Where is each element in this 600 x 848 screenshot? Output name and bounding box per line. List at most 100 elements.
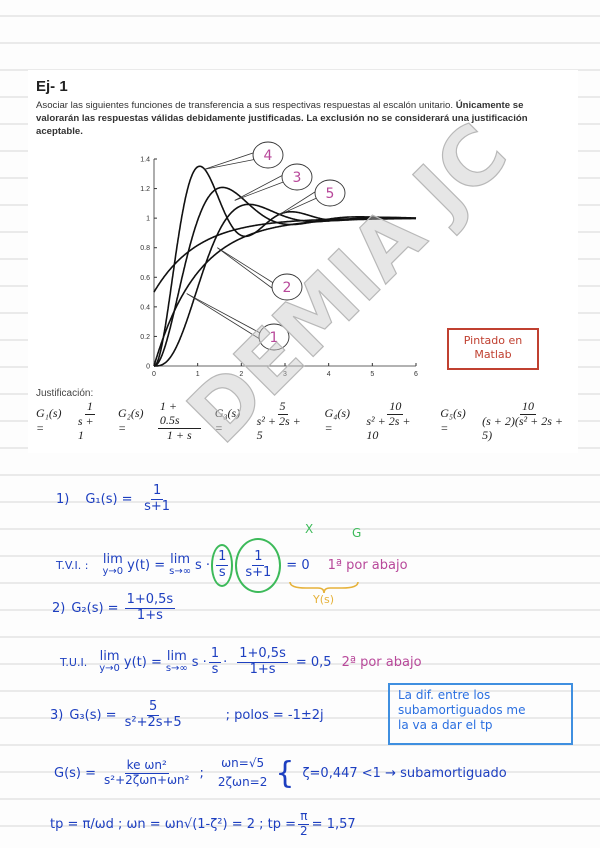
y-tick-label: 0.8	[140, 245, 150, 252]
brace: {	[275, 755, 295, 791]
callout-line	[278, 196, 320, 216]
numerator: 10	[387, 399, 404, 415]
callout-label-3: 3	[293, 170, 302, 186]
yt: y(t) =	[123, 654, 162, 670]
y-tick-label: 0.6	[140, 275, 150, 282]
justification-label: Justificación:	[36, 388, 94, 399]
g3-label: G₃(s) =	[69, 707, 117, 723]
g-label: G	[352, 526, 362, 540]
tvi-label: T.V.I. :	[56, 558, 89, 572]
matlab-note-line: Pintado en	[463, 334, 523, 347]
denominator: s	[218, 564, 226, 580]
limit: lim y→0	[102, 553, 123, 577]
fraction: 1+0,5s 1+s	[124, 592, 176, 624]
y-tick-label: 0.2	[140, 334, 150, 341]
limit: lim y→0	[99, 650, 120, 674]
note-g1: 1) G₁(s) = 1 s+1	[56, 483, 182, 515]
numerator: 1+0,5s	[124, 592, 176, 609]
numerator: ke ωn²	[124, 757, 169, 774]
zwn: 2ζωn=2	[217, 775, 268, 790]
callout-label-2: 2	[283, 280, 292, 296]
numerator: 1+0,5s	[237, 646, 288, 663]
poles: ; polos = -1±2j	[225, 707, 324, 723]
callout-label-1: 1	[270, 330, 279, 346]
g2-label: G₂(s) =	[71, 600, 119, 616]
denominator: s²+2s+5	[124, 714, 182, 730]
numerator: 1	[208, 646, 222, 663]
step-response-chart: 0 1 2 3 4 5 6 0 0.2 0.4 0.6 0.8 1 1.2 1.4 1 2 3 4 5	[140, 141, 418, 378]
wn-system: ωn=√5 2ζωn=2	[218, 754, 268, 792]
g-circled-fraction: 1 s+1	[235, 538, 282, 593]
fraction: 1 s+1	[135, 483, 180, 515]
callout-circle	[258, 323, 290, 351]
note-second-order: G(s) = ke ωn² s²+2ζωn+ωn² ; ωn=√5 2ζωn=2 {…	[54, 754, 507, 792]
callout-line	[217, 247, 276, 285]
denominator: 1+s	[136, 607, 163, 623]
ys-label: Y(s)	[313, 593, 335, 606]
callout-line	[186, 293, 263, 335]
exercise-title: Ej- 1	[36, 78, 68, 95]
x-label: X	[305, 522, 314, 536]
numerator: 10	[520, 399, 537, 415]
statement-bold-text: Únicamente se valorarán las respuestas v…	[36, 100, 528, 137]
lim-sub: s→∞	[169, 566, 192, 577]
lim-sub: y→0	[102, 566, 124, 577]
callout-line	[186, 293, 264, 342]
limit: lim s→∞	[166, 650, 188, 674]
x-tick-label: 5	[370, 371, 374, 378]
denominator: 2	[300, 823, 308, 838]
fraction: ke ωn² s²+2ζωn+ωn²	[102, 757, 191, 788]
denominator: s + 1	[77, 413, 94, 442]
denominator: s+1	[144, 498, 171, 514]
callout-line	[217, 247, 277, 292]
note-line: La dif. entre los	[398, 688, 491, 702]
gs-label: G(s) =	[54, 765, 97, 781]
s-dot: s ·	[195, 557, 211, 573]
note-g2: 2) G₂(s) = 1+0,5s 1+s	[52, 592, 177, 624]
exercise-sheet: Ej- 1 Asociar las siguientes funciones d…	[28, 70, 578, 453]
fraction: 10 s² + 2s + 10	[364, 399, 426, 442]
callout-circle	[252, 141, 284, 169]
fraction: 5 s²+2s+5	[123, 699, 184, 731]
lim-text: lim	[170, 552, 191, 568]
y-tick-label: 0.4	[140, 304, 150, 311]
denominator: (s + 2)(s² + 2s + 5)	[482, 413, 563, 442]
callout-line	[234, 180, 287, 201]
tf-label: G₂(s) =	[118, 406, 144, 436]
tf-label: G₅(s) =	[440, 406, 466, 436]
lim-sub: y→0	[99, 663, 120, 674]
series-5-line	[154, 203, 416, 367]
lim-text: lim	[99, 649, 120, 665]
transfer-function-5: G₅(s) = 10 (s + 2)(s² + 2s + 5)	[440, 399, 578, 442]
transfer-function-3: G₃(s) = 5 s² + 2s + 5	[214, 399, 313, 442]
note-line: subamortiguados me	[398, 703, 526, 717]
callout-label-4: 4	[264, 148, 273, 164]
callout-line	[278, 189, 319, 216]
callout-line	[204, 151, 257, 170]
transfer-function-2: G₂(s) = 1 + 0.5s 1 + s	[118, 399, 203, 442]
callout-line	[204, 158, 258, 170]
wn: ωn=√5	[221, 756, 265, 770]
transfer-function-4: G₄(s) = 10 s² + 2s + 10	[324, 399, 429, 442]
lim-text: lim	[102, 552, 123, 568]
equals-zero: = 0	[286, 557, 310, 573]
y-tick-label: 0	[146, 364, 150, 371]
note-g3: 3) G₃(s) = 5 s²+2s+5 ; polos = -1±2j	[50, 699, 324, 731]
x-tick-label: 3	[283, 371, 287, 378]
item-number: 3)	[50, 707, 64, 723]
numerator: 1	[252, 549, 265, 566]
yt: y(t) =	[127, 557, 166, 573]
tf-label: G₃(s) =	[214, 406, 241, 436]
tf-label: G₄(s) =	[324, 406, 351, 436]
transfer-functions: G₁(s) = 1 s + 1 G₂(s) = 1 + 0.5s 1 + s G₃(s)…	[36, 399, 578, 442]
y-tick-label: 1.2	[140, 186, 150, 193]
fraction: 10 (s + 2)(s² + 2s + 5)	[480, 399, 576, 442]
x-tick-label: 2	[239, 371, 243, 378]
numerator: π	[298, 809, 310, 825]
tp-result: = 1,57	[311, 816, 356, 832]
